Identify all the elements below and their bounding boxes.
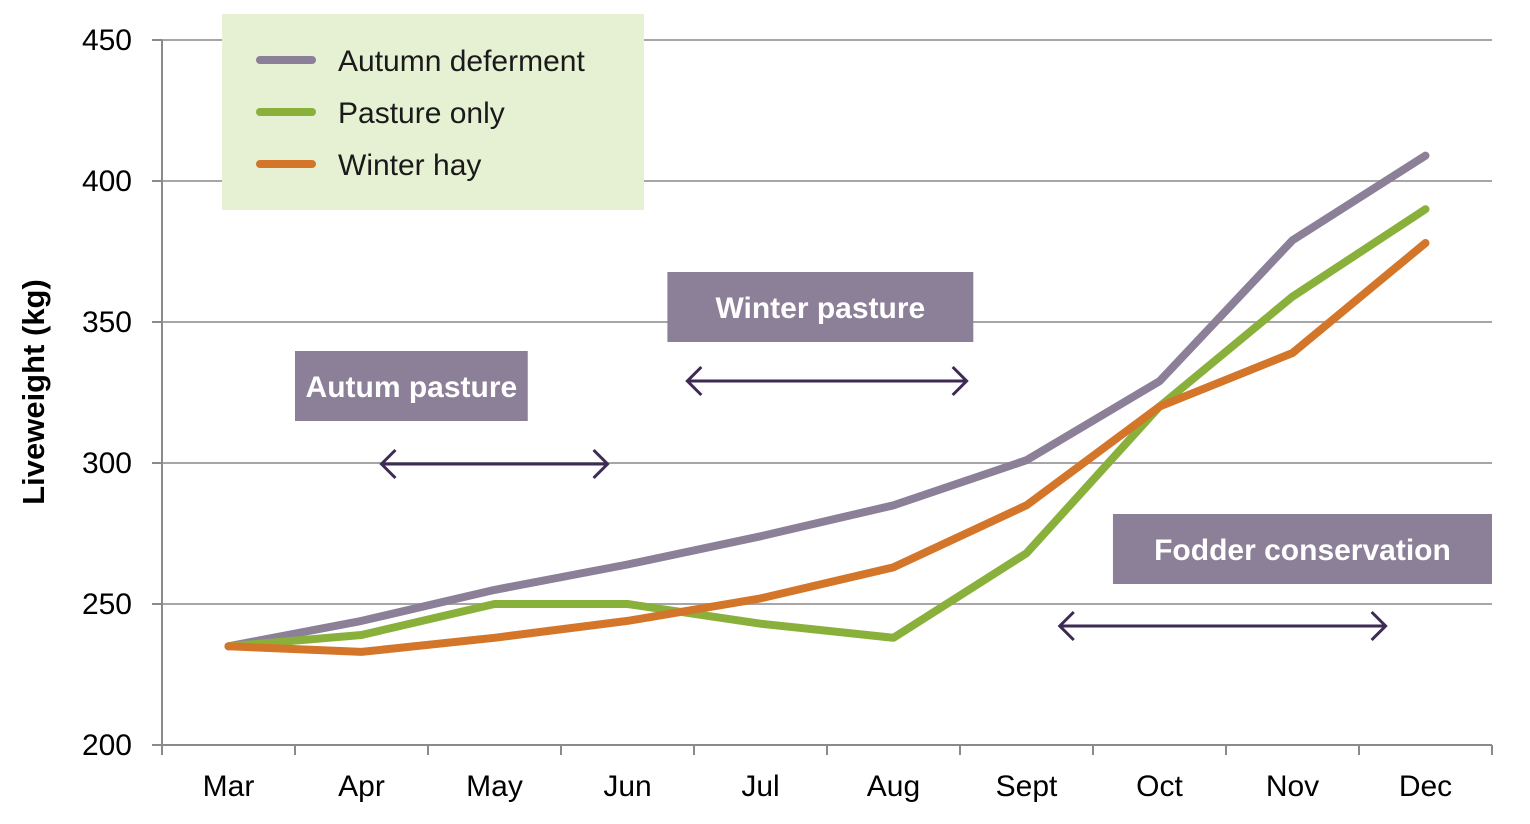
y-tick-labels: 200 250 300 350 400 450 <box>82 24 132 762</box>
y-tick-label-350: 350 <box>82 306 132 339</box>
series-lines <box>224 151 1430 656</box>
axes <box>161 40 1492 746</box>
annotation-label-fodder-conservation: Fodder conservation <box>1154 534 1451 567</box>
annotation-box-autum-pasture <box>295 351 528 421</box>
x-tick-label-sept: Sept <box>996 770 1058 803</box>
x-tick-label-may: May <box>466 770 523 803</box>
annotation-arrowhead-left-fodder-conservation <box>1057 610 1075 642</box>
annotations: Autum pasture Winter pasture Fodder conser… <box>295 272 1492 642</box>
annotation-label-autum-pasture: Autum pasture <box>306 371 518 404</box>
y-tick-label-400: 400 <box>82 165 132 198</box>
x-tick-label-apr: Apr <box>338 770 385 803</box>
legend: Autumn deferment Pasture only Winter hay <box>222 14 644 210</box>
annotation-arrowhead-right-autum-pasture <box>592 448 610 480</box>
series-line-autumn-deferment <box>224 151 1430 651</box>
x-tick-label-nov: Nov <box>1266 770 1319 803</box>
x-tick-label-oct: Oct <box>1136 770 1183 803</box>
legend-label-winter-hay: Winter hay <box>338 149 481 182</box>
x-tick-labels: Mar Apr May Jun Jul Aug Sept Oct Nov Dec <box>203 770 1453 803</box>
annotation-arrowhead-right-fodder-conservation <box>1370 610 1388 642</box>
y-axis-title: Liveweight (kg) <box>16 279 51 505</box>
x-tick-label-jun: Jun <box>603 770 651 803</box>
x-tick-label-jul: Jul <box>741 770 779 803</box>
annotation-label-winter-pasture: Winter pasture <box>715 292 925 325</box>
annotation-arrowhead-right-winter-pasture <box>951 365 969 397</box>
y-tick-label-250: 250 <box>82 588 132 621</box>
x-tick-label-aug: Aug <box>867 770 920 803</box>
legend-label-pasture-only: Pasture only <box>338 97 505 130</box>
annotation-arrowhead-left-winter-pasture <box>685 365 703 397</box>
series-line-pasture-only <box>224 205 1430 651</box>
annotation-arrowhead-left-autum-pasture <box>379 448 397 480</box>
annotation-box-winter-pasture <box>667 272 974 342</box>
y-tick-label-300: 300 <box>82 447 132 480</box>
y-tick-label-200: 200 <box>82 729 132 762</box>
x-tick-label-mar: Mar <box>203 770 255 803</box>
x-tick-label-dec: Dec <box>1399 770 1452 803</box>
annotation-box-fodder-conservation <box>1112 514 1492 584</box>
series-line-winter-hay <box>224 239 1430 656</box>
legend-label-autumn-deferment: Autumn deferment <box>338 45 585 78</box>
y-tick-label-450: 450 <box>82 24 132 57</box>
